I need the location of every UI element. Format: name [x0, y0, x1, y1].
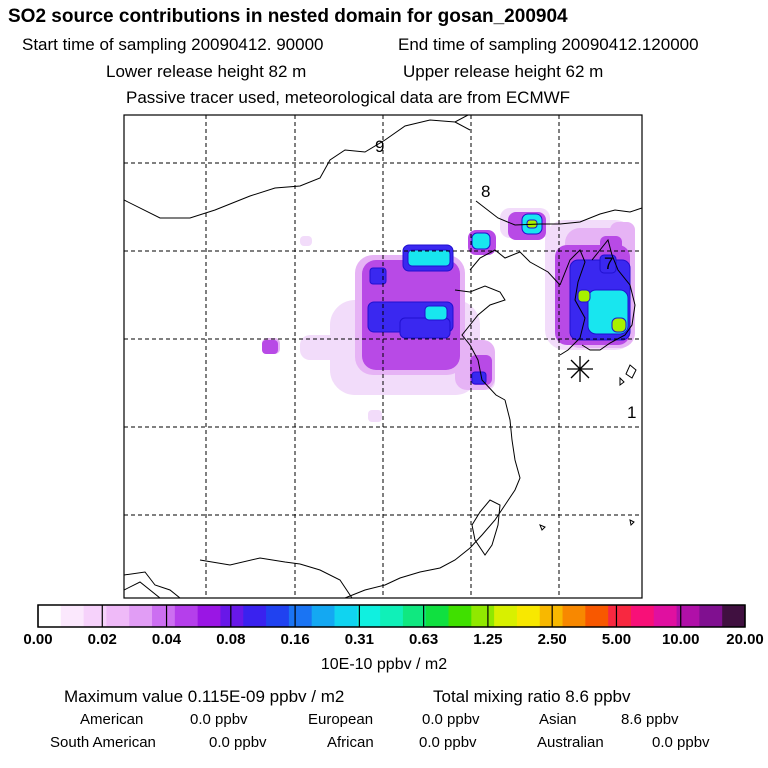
- colorbar-swatch: [722, 605, 746, 627]
- coastlines: [124, 115, 642, 598]
- colorbar-swatch: [334, 605, 358, 627]
- colorbar-swatch: [106, 605, 130, 627]
- colorbar-swatch: [448, 605, 472, 627]
- colorbar-units: 10E-10 ppbv / m2: [320, 656, 448, 673]
- colorbar-tick-label: 5.00: [601, 631, 632, 648]
- region-name: American: [80, 711, 144, 728]
- colorbar-swatch: [152, 605, 176, 627]
- colorbar-swatch: [699, 605, 723, 627]
- colorbar-swatch: [174, 605, 199, 627]
- colorbar-swatch: [402, 605, 427, 627]
- colorbar-swatch: [539, 605, 564, 627]
- colorbar-swatch: [220, 605, 244, 627]
- maximum-value: Maximum value 0.115E-09 ppbv / m2: [64, 687, 345, 706]
- colorbar-swatch: [60, 605, 85, 627]
- colorbar-tick-label: 1.25: [473, 631, 503, 648]
- colorbar-swatch: [129, 605, 153, 627]
- colorbar-tick-label: 0.08: [216, 631, 246, 648]
- colorbar-swatch: [83, 605, 107, 627]
- region-name: South American: [50, 734, 156, 751]
- region-name: Asian: [539, 711, 577, 728]
- colorbar-swatch: [357, 605, 381, 627]
- colorbar-swatch: [38, 605, 62, 627]
- colorbar-swatch: [676, 605, 700, 627]
- start-time-label: Start time of sampling 20090412. 90000: [22, 35, 324, 54]
- colorbar-swatch: [197, 605, 221, 627]
- colorbar-tick-label: 0.02: [87, 631, 117, 648]
- end-time-label: End time of sampling 20090412.120000: [398, 35, 699, 54]
- region-label-9: 9: [375, 137, 384, 156]
- region-value: 0.0 ppbv: [209, 734, 267, 751]
- colorbar-swatch: [243, 605, 267, 627]
- colorbar-tick-label: 2.50: [537, 631, 567, 648]
- colorbar-swatch: [630, 605, 655, 627]
- lat-lon-grid: [124, 115, 642, 598]
- colorbar-tick-label: 0.04: [151, 631, 182, 648]
- colorbar: [37, 604, 746, 628]
- total-mixing-ratio: Total mixing ratio 8.6 ppbv: [433, 687, 631, 706]
- region-value: 0.0 ppbv: [190, 711, 248, 728]
- region-value: 8.6 ppbv: [621, 711, 679, 728]
- chart-title: SO2 source contributions in nested domai…: [8, 6, 568, 27]
- tracer-note: Passive tracer used, meteorological data…: [126, 88, 571, 107]
- asterisk-icon: [567, 356, 593, 382]
- colorbar-swatch: [288, 605, 313, 627]
- colorbar-swatch: [608, 605, 632, 627]
- plume-layer: [124, 115, 642, 598]
- colorbar-tick-label: 10.00: [661, 631, 700, 648]
- region-value: 0.0 ppbv: [652, 734, 710, 751]
- lower-release-height: Lower release height 82 m: [106, 62, 307, 81]
- colorbar-swatch: [585, 605, 609, 627]
- colorbar-swatch: [380, 605, 404, 627]
- colorbar-tick-label: 0.63: [409, 631, 439, 648]
- region-value: 0.0 ppbv: [419, 734, 477, 751]
- colorbar-swatch: [471, 605, 495, 627]
- colorbar-swatch: [562, 605, 586, 627]
- colorbar-tick-label: 20.00: [726, 631, 764, 648]
- very-high-concentration: [407, 213, 629, 335]
- region-label-7: 7: [604, 254, 613, 273]
- colorbar-swatch: [266, 605, 290, 627]
- colorbar-swatch: [653, 605, 678, 627]
- colorbar-tick-label: 0.00: [23, 631, 53, 648]
- colorbar-frame: [37, 604, 746, 628]
- colorbar-swatch: [516, 605, 541, 627]
- colorbar-tick-label: 0.16: [280, 631, 310, 648]
- region-value: 0.0 ppbv: [422, 711, 480, 728]
- colorbar-swatch: [311, 605, 335, 627]
- colorbar-swatch: [494, 605, 518, 627]
- region-name: European: [308, 711, 374, 728]
- region-label-1: 1: [627, 403, 636, 422]
- region-name: Australian: [537, 734, 604, 751]
- region-label-8: 8: [481, 182, 490, 201]
- map-frame: [123, 114, 643, 599]
- upper-release-height: Upper release height 62 m: [403, 62, 604, 81]
- colorbar-swatch: [425, 605, 450, 627]
- region-name: African: [327, 734, 374, 751]
- colorbar-tick-label: 0.31: [344, 631, 374, 648]
